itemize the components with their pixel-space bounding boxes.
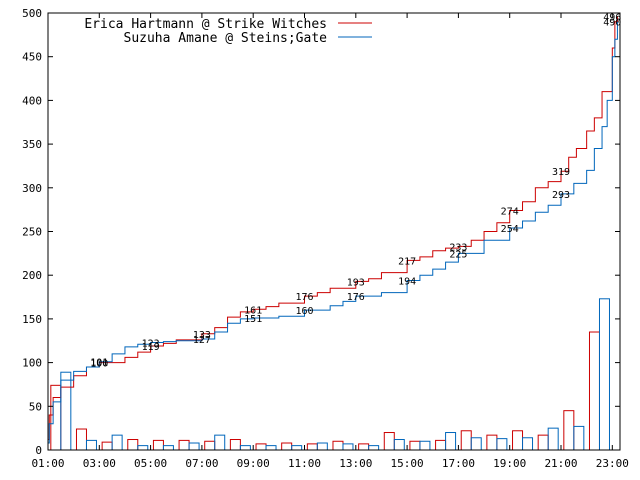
data-label: 100	[90, 359, 108, 370]
hourly-bar	[547, 427, 559, 451]
data-label: 176	[347, 292, 365, 303]
hourly-bar	[486, 434, 498, 451]
hourly-bar	[419, 440, 431, 451]
data-label: 176	[295, 292, 313, 303]
hourly-bar	[445, 432, 457, 451]
hourly-bar	[342, 443, 354, 451]
hourly-bar	[393, 439, 405, 451]
hourly-bar	[291, 445, 303, 451]
hourly-bar	[537, 434, 549, 451]
cumulative-line	[48, 21, 618, 444]
hourly-bar	[178, 439, 190, 451]
data-label: 217	[398, 256, 416, 267]
y-tick-label: 300	[22, 182, 42, 195]
x-tick-label: 01:00	[31, 457, 64, 470]
hourly-bar	[409, 440, 421, 451]
hourly-bar	[137, 445, 149, 451]
hourly-bar	[435, 439, 447, 451]
data-label: 119	[142, 342, 160, 353]
x-tick-label: 07:00	[185, 457, 218, 470]
data-label: 160	[295, 306, 313, 317]
cumulative-lines	[48, 16, 618, 444]
data-label: 193	[347, 277, 365, 288]
hourly-bar	[588, 331, 600, 451]
hourly-bar	[60, 371, 72, 451]
hourly-bars	[50, 298, 610, 451]
hourly-bar	[162, 445, 174, 451]
data-label: 233	[449, 242, 467, 253]
x-tick-label: 15:00	[391, 457, 424, 470]
hourly-bar	[316, 442, 328, 451]
y-tick-label: 250	[22, 226, 42, 239]
hourly-bar	[368, 445, 380, 451]
legend-label-erica: Erica Hartmann @ Strike Witches	[84, 17, 327, 32]
hourly-bar	[204, 440, 216, 451]
cumulative-line	[48, 16, 618, 441]
hourly-bar	[229, 439, 241, 451]
data-label: 151	[244, 314, 262, 325]
hourly-bar	[512, 430, 524, 451]
y-tick-label: 350	[22, 138, 42, 151]
hourly-bar	[188, 442, 200, 451]
x-tick-label: 11:00	[288, 457, 321, 470]
data-label: 101	[90, 358, 108, 369]
hourly-bar	[573, 425, 585, 451]
data-label: 161	[244, 305, 262, 316]
hourly-bar	[563, 410, 575, 451]
hourly-bar	[50, 384, 62, 451]
data-label: 490	[603, 18, 621, 29]
y-tick-label: 0	[35, 444, 42, 457]
x-tick-label: 05:00	[134, 457, 167, 470]
y-tick-label: 150	[22, 313, 42, 326]
y-tick-label: 200	[22, 269, 42, 282]
y-tick-label: 50	[29, 400, 42, 413]
x-tick-label: 17:00	[442, 457, 475, 470]
hourly-bar	[332, 440, 344, 451]
hourly-bar	[152, 439, 164, 451]
hourly-bar	[306, 443, 318, 451]
hourly-bar	[358, 443, 370, 451]
hourly-bar	[281, 442, 293, 451]
axis-ticks: 0 50 100 150 200 250 300 350 400 450 500 01:00 03:00…	[22, 7, 629, 470]
hourly-bar	[265, 445, 277, 451]
data-label: 274	[501, 207, 519, 218]
plot-frame	[47, 12, 621, 451]
x-tick-label: 23:00	[596, 457, 629, 470]
x-tick-label: 09:00	[237, 457, 270, 470]
y-tick-label: 100	[22, 357, 42, 370]
hourly-bar	[522, 437, 534, 451]
hourly-bar	[598, 298, 610, 451]
x-tick-label: 21:00	[544, 457, 577, 470]
hourly-bar	[383, 432, 395, 451]
data-label: 254	[501, 224, 519, 235]
legend: Erica Hartmann @ Strike Witches Suzuha A…	[84, 17, 372, 46]
data-label: 293	[552, 190, 570, 201]
x-tick-label: 13:00	[339, 457, 372, 470]
hourly-bar	[496, 438, 508, 451]
data-label: 127	[193, 335, 211, 346]
hourly-bar	[255, 443, 267, 451]
hourly-bar	[214, 434, 226, 451]
data-label: 319	[552, 167, 570, 178]
hourly-bar	[111, 434, 123, 451]
data-label: 133	[193, 330, 211, 341]
x-tick-label: 03:00	[83, 457, 116, 470]
data-label: 123	[142, 338, 160, 349]
x-tick-label: 19:00	[493, 457, 526, 470]
data-label: 194	[398, 276, 416, 287]
hourly-bar	[101, 441, 113, 451]
y-tick-label: 500	[22, 7, 42, 20]
hourly-bar	[127, 439, 139, 451]
hourly-bar	[460, 430, 472, 451]
legend-label-suzuha: Suzuha Amane @ Steins;Gate	[124, 31, 328, 46]
hourly-bar	[75, 428, 87, 451]
y-tick-label: 400	[22, 94, 42, 107]
hourly-bar	[470, 437, 482, 451]
y-tick-label: 450	[22, 51, 42, 64]
hourly-bar	[239, 445, 251, 451]
data-label: 225	[449, 249, 467, 260]
hourly-bar	[85, 439, 97, 451]
